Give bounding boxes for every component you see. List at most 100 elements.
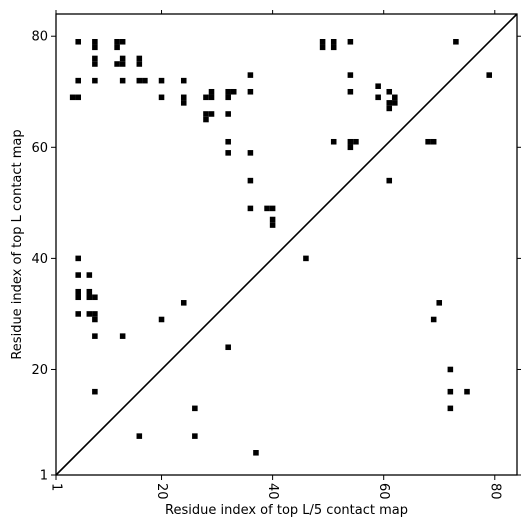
contact-cell-upper [203,116,209,123]
contact-cell-upper [330,138,337,145]
contact-cell-lower [75,311,81,317]
contact-cell-upper [69,94,76,101]
x-tick-label: 40 [265,483,280,500]
contact-cell-upper [247,177,254,184]
contact-cell-lower [75,255,81,262]
y-tick-label: 60 [31,141,48,156]
contact-cell-lower [180,300,187,306]
contact-cell-upper [319,38,326,45]
contact-cell-lower [86,288,93,295]
contact-cell-upper [230,88,237,95]
contact-cell-upper [119,38,126,45]
contact-cell-lower [158,316,165,323]
contact-cell-upper [375,94,381,101]
contact-cell-upper [392,94,398,101]
contact-cell-upper [180,100,187,106]
contact-cell-upper [247,72,254,78]
contact-cell-lower [430,316,437,323]
contact-cell-lower [86,311,93,317]
contact-cell-upper [225,88,231,95]
x-tick-label: 60 [376,483,391,500]
contact-cell-upper [247,88,254,95]
contact-cell-upper [386,88,393,95]
contact-cell-upper [347,88,354,95]
contact-cell-upper [92,55,98,62]
contact-cell-lower [119,333,126,339]
contact-cell-lower [92,316,98,323]
contact-cell-upper [353,138,359,145]
y-axis-label: Residue index of top L contact map [10,129,25,359]
contact-cell-lower [192,433,198,439]
contact-cell-upper [269,205,276,212]
contact-cell-upper [119,55,126,62]
contact-cell-upper [347,38,354,45]
contact-cell-upper [75,94,81,101]
x-axis-label: Residue index of top L/5 contact map [165,503,408,518]
contact-cells [69,38,493,456]
contact-cell-lower [75,288,81,295]
contact-cell-lower [192,405,198,412]
contact-cell-lower [253,450,259,456]
contact-cell-upper [180,77,187,84]
contact-cell-upper [386,177,393,184]
contact-cell-lower [447,366,454,373]
contact-cell-upper [136,77,143,84]
contact-cell-upper [208,94,215,101]
contact-cell-upper [225,138,231,145]
contact-cell-upper [119,61,126,67]
contact-cell-upper [142,77,148,84]
contact-cell-lower [447,405,454,412]
contact-cell-upper [269,222,276,228]
x-tick-label: 1 [49,483,64,491]
contact-cell-upper [392,100,398,106]
contact-cell-lower [86,272,93,278]
contact-cell-upper [347,72,354,78]
contact-cell-upper [75,38,81,45]
contact-cell-upper [225,94,231,101]
contact-cell-lower [436,300,443,306]
axis-ticks: 1 20 40 60 80 1 20 40 60 80 [31,10,521,500]
contact-cell-lower [92,388,98,395]
y-tick-label: 80 [31,30,48,45]
contact-cell-upper [75,77,81,84]
contact-cell-upper [386,105,393,112]
contact-cell-upper [158,77,165,84]
contact-cell-upper [430,138,437,145]
contact-cell-upper [92,38,98,45]
y-tick-label: 40 [31,252,48,267]
contact-cell-upper [114,61,120,67]
contact-cell-upper [330,38,337,45]
contact-cell-upper [92,77,98,84]
contact-cell-upper [375,83,381,89]
x-tick-label: 80 [487,483,502,500]
contact-cell-upper [264,205,270,212]
contact-cell-upper [114,44,120,51]
contact-cell-upper [136,61,143,67]
contact-cell-lower [92,294,98,301]
y-tick-label: 20 [31,363,48,378]
contact-cell-upper [386,100,393,106]
contact-cell-upper [180,94,187,101]
contact-cell-upper [203,111,209,117]
contact-cell-upper [208,88,215,95]
contact-cell-upper [486,72,493,78]
contact-cell-lower [86,294,93,301]
contact-cell-lower [75,294,81,301]
contact-cell-upper [158,94,165,101]
contact-cell-upper [347,144,354,151]
diagonal-line [55,13,518,476]
contact-cell-lower [92,333,98,339]
contact-cell-lower [225,344,231,351]
contact-cell-upper [425,138,431,145]
contact-cell-upper [330,44,337,51]
contact-cell-upper [92,44,98,51]
contact-cell-upper [247,150,254,156]
contact-cell-upper [119,77,126,84]
contact-cell-upper [319,44,326,51]
contact-cell-upper [247,205,254,212]
contact-cell-upper [208,111,215,117]
contact-cell-upper [203,94,209,101]
contact-cell-lower [464,388,470,395]
contact-cell-lower [303,255,309,262]
